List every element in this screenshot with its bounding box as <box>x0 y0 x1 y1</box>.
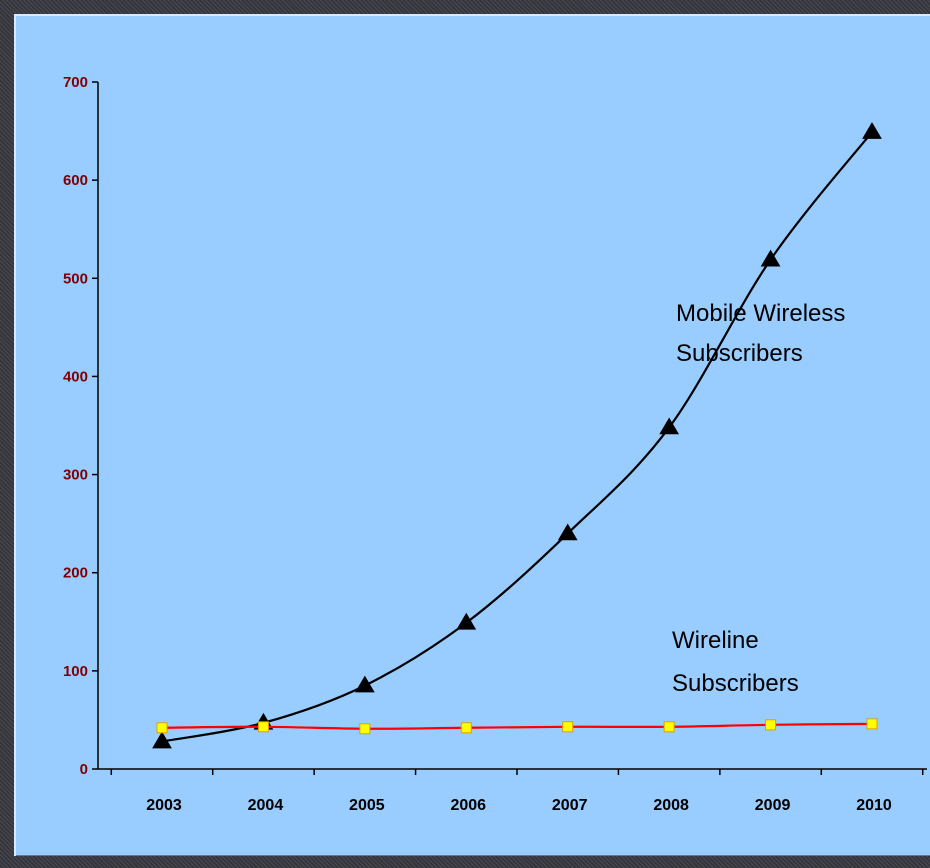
y-tick-label: 600 <box>63 172 88 189</box>
y-tick-label: 100 <box>63 663 88 680</box>
data-point-mobile <box>152 731 172 749</box>
data-point-wireline <box>359 723 371 735</box>
x-tick-label: 2004 <box>248 797 284 814</box>
y-tick-label: 200 <box>63 565 88 582</box>
x-tick-label: 2003 <box>146 797 182 814</box>
x-tick-label: 2008 <box>653 797 689 814</box>
annotation-mobile-line1: Mobile Wireless <box>676 300 845 327</box>
x-tick-label: 2006 <box>450 797 486 814</box>
data-point-mobile <box>354 675 375 693</box>
x-tick-label: 2007 <box>552 797 588 814</box>
chart-panel: 0 100 200 300 400 500 600 700 2003 2004 2005 2006 2… <box>14 14 930 856</box>
annotation-mobile-line2: Subscribers <box>676 340 803 367</box>
data-point-wireline <box>156 722 168 734</box>
y-tick-label: 0 <box>80 761 88 778</box>
y-tick-label: 300 <box>63 467 88 484</box>
data-point-wireline <box>663 721 675 733</box>
data-point-mobile <box>456 612 477 630</box>
data-point-mobile <box>862 122 882 139</box>
data-point-mobile <box>557 523 578 541</box>
annotation-wireline-line2: Subscribers <box>672 670 799 697</box>
series-line-wireline <box>161 722 873 730</box>
data-point-mobile <box>659 417 680 435</box>
annotation-wireline-line1: Wireline <box>672 627 759 654</box>
annotations: Mobile Wireless Subscribers Wireline Sub… <box>672 300 845 697</box>
y-axis-ticks: 0 100 200 300 400 500 600 700 <box>63 74 98 778</box>
series-layer <box>152 122 882 749</box>
x-tick-label: 2009 <box>755 797 791 814</box>
data-point-wireline <box>562 721 574 733</box>
y-tick-label: 700 <box>63 74 88 91</box>
data-point-wireline <box>460 722 472 734</box>
axes <box>97 82 927 770</box>
data-point-wireline <box>765 719 777 731</box>
x-tick-label: 2010 <box>856 797 892 814</box>
series-line-mobile <box>161 131 873 743</box>
y-tick-label: 400 <box>63 368 88 385</box>
data-point-wireline <box>257 721 269 733</box>
data-point-mobile <box>760 249 781 267</box>
y-tick-label: 500 <box>63 270 88 287</box>
data-point-wireline <box>866 718 878 730</box>
x-axis-ticks: 2003 2004 2005 2006 2007 2008 2009 2010 <box>110 769 924 814</box>
x-tick-label: 2005 <box>349 797 385 814</box>
